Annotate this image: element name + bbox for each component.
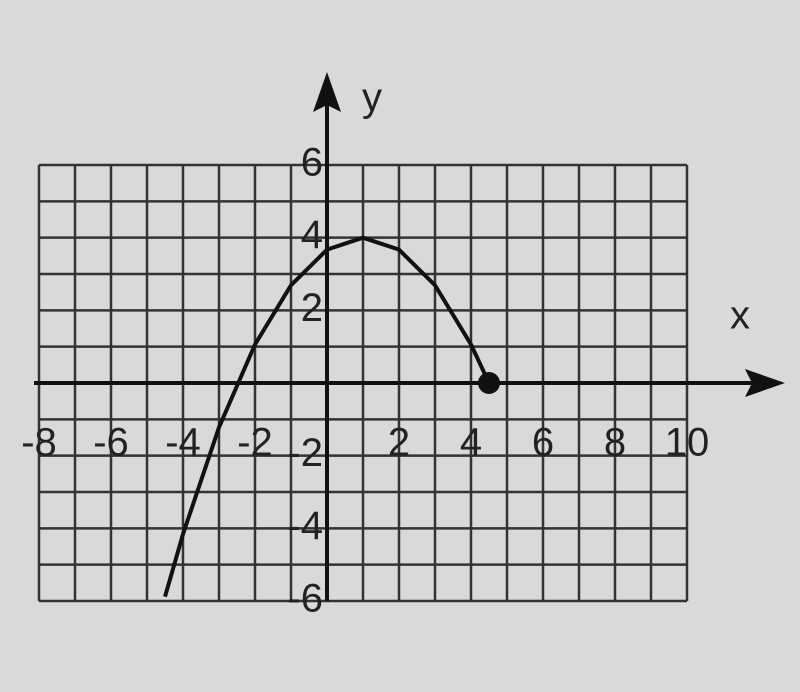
x-tick-label: -4 xyxy=(165,421,201,465)
x-axis-arrow xyxy=(745,369,785,397)
x-tick-label: -2 xyxy=(237,421,273,465)
x-tick-label: 10 xyxy=(665,421,710,465)
x-tick-label: 8 xyxy=(604,421,626,465)
y-tick-label: -2 xyxy=(287,431,323,475)
x-tick-label: -6 xyxy=(93,421,129,465)
x-tick-label: 6 xyxy=(532,421,554,465)
x-axis-label: x xyxy=(730,294,750,338)
end-point xyxy=(478,372,500,394)
x-tick-label: 2 xyxy=(388,421,410,465)
y-tick-label: -4 xyxy=(287,504,323,548)
x-tick-label: -8 xyxy=(21,421,57,465)
y-axis-label: y xyxy=(362,76,382,120)
axes xyxy=(34,72,785,601)
y-tick-label: -6 xyxy=(287,577,323,621)
y-axis-arrow xyxy=(313,72,341,112)
y-tick-label: 2 xyxy=(301,286,323,330)
x-tick-label: 4 xyxy=(460,421,482,465)
curve xyxy=(163,235,491,598)
y-tick-label: 4 xyxy=(301,213,323,257)
y-tick-label: 6 xyxy=(301,141,323,185)
